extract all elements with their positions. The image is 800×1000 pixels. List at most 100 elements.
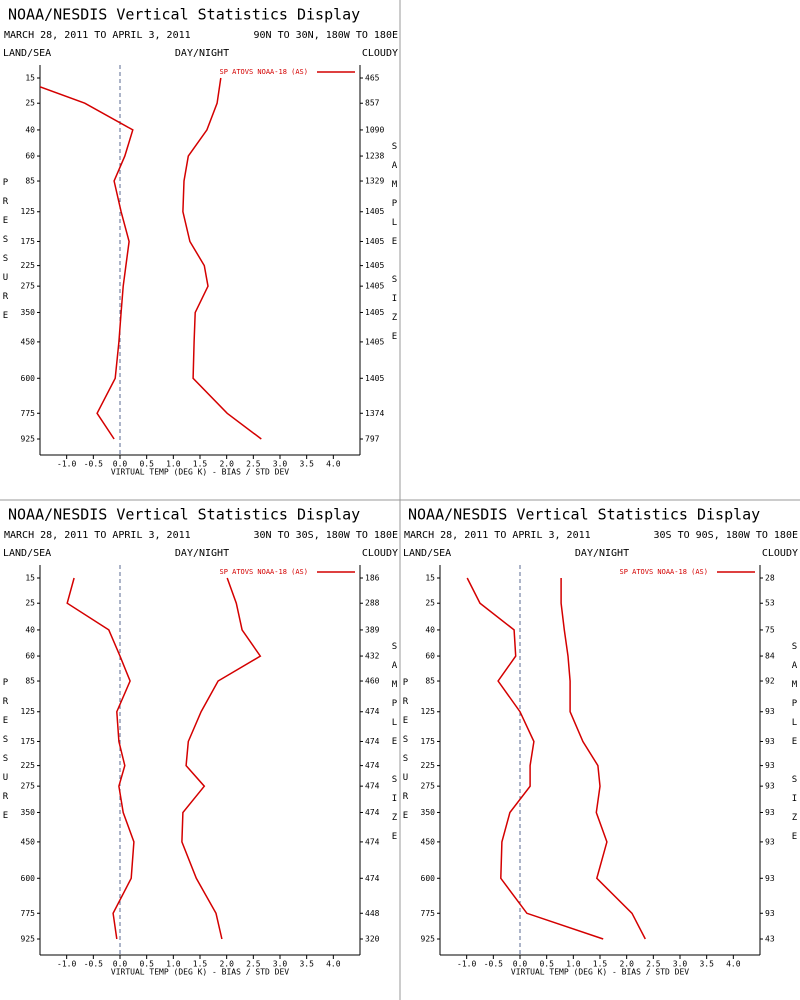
sample-size-label: 1405 [365,261,384,270]
x-tick-label: 2.0 [219,460,234,469]
panel: NOAA/NESDIS Vertical Statistics Display M… [401,506,800,977]
x-tick-label: 3.0 [673,960,688,969]
y-axis-label: PRESSURE [401,678,411,830]
sample-size-label: 1374 [365,409,384,418]
y-tick-label: 775 [21,909,36,918]
y-axis-label: PRESSURE [1,178,11,330]
sample-size-label: 1405 [365,308,384,317]
y-tick-label: 925 [421,935,436,944]
series-line [40,85,134,440]
y-tick-label: 450 [21,337,36,346]
sample-size-label: 53 [765,599,775,608]
y-tick-label: 600 [21,374,36,383]
y-tick-label: 925 [21,435,36,444]
x-tick-label: 2.0 [219,960,234,969]
series-line [66,577,135,940]
y-tick-label: 60 [425,652,435,661]
y2-axis-label: SAMPLE SIZE [790,642,800,851]
y-tick-label: 275 [421,782,436,791]
y-tick-label: 925 [21,935,36,944]
x-axis-label: VIRTUAL TEMP (DEG K) - BIAS / STD DEV [511,968,689,977]
series-line [466,577,604,940]
x-tick-label: 3.0 [273,960,288,969]
sample-size-label: 1405 [365,237,384,246]
x-tick-label: 0.5 [139,460,154,469]
sample-size-label: 797 [365,435,380,444]
y-tick-label: 350 [21,808,36,817]
sample-size-label: 320 [365,935,380,944]
x-tick-label: 3.5 [299,960,314,969]
sample-size-label: 1238 [365,152,384,161]
y-tick-label: 775 [21,409,36,418]
land-sea: LAND/SEA [3,48,51,59]
sample-size-label: 474 [365,761,380,770]
legend-label: SP ATOVS NOAA-18 (AS) [619,568,708,576]
legend-label: SP ATOVS NOAA-18 (AS) [219,68,308,76]
sample-size-label: 465 [365,74,380,83]
y-tick-label: 15 [425,574,435,583]
y-tick-label: 15 [25,74,35,83]
sample-size-label: 1405 [365,207,384,216]
sample-size-label: 93 [765,837,775,846]
x-tick-label: 1.0 [166,460,181,469]
region: 90N TO 30N, 180W TO 180E [254,30,399,41]
day-night: DAY/NIGHT [175,548,229,559]
day-night: DAY/NIGHT [575,548,629,559]
sample-size-label: 1405 [365,337,384,346]
sample-size-label: 93 [765,782,775,791]
y-tick-label: 25 [425,599,435,608]
sample-size-label: 474 [365,782,380,791]
sample-size-label: 474 [365,707,380,716]
region: 30S TO 90S, 180W TO 180E [654,530,799,541]
sample-size-label: 93 [765,909,775,918]
sample-size-label: 93 [765,874,775,883]
y-tick-label: 175 [421,737,436,746]
region: 30N TO 30S, 180W TO 180E [254,530,399,541]
cloudy: CLOUDY [362,48,398,59]
y2-axis-label: SAMPLE SIZE [390,642,400,851]
chart-title: NOAA/NESDIS Vertical Statistics Display [8,506,360,524]
panel: NOAA/NESDIS Vertical Statistics Display M… [1,506,400,977]
sample-size-label: 93 [765,808,775,817]
date-range: MARCH 28, 2011 TO APRIL 3, 2011 [4,530,191,541]
y-tick-label: 85 [25,677,35,686]
x-tick-label: -1.0 [57,960,76,969]
x-tick-label: 1.5 [193,460,208,469]
x-tick-label: 1.0 [566,960,581,969]
y-tick-label: 40 [425,625,435,634]
x-tick-label: 0.5 [539,960,554,969]
y-tick-label: 85 [25,177,35,186]
sample-size-label: 28 [765,574,775,583]
sample-size-label: 1090 [365,125,384,134]
y-tick-label: 775 [421,909,436,918]
sample-size-label: 75 [765,625,775,634]
y-tick-label: 350 [421,808,436,817]
x-tick-label: 2.5 [246,960,261,969]
cloudy: CLOUDY [362,548,398,559]
legend-label: SP ATOVS NOAA-18 (AS) [219,568,308,576]
land-sea: LAND/SEA [3,548,51,559]
chart-title: NOAA/NESDIS Vertical Statistics Display [8,6,360,24]
sample-size-label: 93 [765,761,775,770]
y-tick-label: 15 [25,574,35,583]
x-axis-label: VIRTUAL TEMP (DEG K) - BIAS / STD DEV [111,968,289,977]
x-tick-label: 4.0 [726,960,741,969]
x-tick-label: 4.0 [326,460,341,469]
x-tick-label: 1.5 [193,960,208,969]
x-tick-label: -0.5 [84,960,103,969]
y-tick-label: 175 [21,237,36,246]
x-tick-label: 0.0 [113,960,128,969]
y-tick-label: 275 [21,282,36,291]
sample-size-label: 93 [765,737,775,746]
sample-size-label: 1405 [365,282,384,291]
sample-size-label: 460 [365,677,380,686]
sample-size-label: 84 [765,652,775,661]
chart-title: NOAA/NESDIS Vertical Statistics Display [408,506,760,524]
y-tick-label: 60 [25,652,35,661]
y-tick-label: 85 [425,677,435,686]
sample-size-label: 448 [365,909,380,918]
sample-size-label: 432 [365,652,380,661]
sample-size-label: 186 [365,574,380,583]
